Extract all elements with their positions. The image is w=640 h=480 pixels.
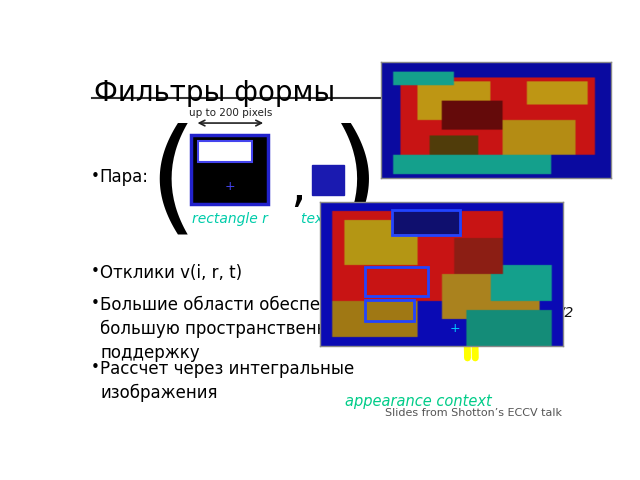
Text: Фильтры формы: Фильтры формы: [94, 79, 335, 107]
FancyBboxPatch shape: [191, 134, 268, 204]
Text: Пара:: Пара:: [99, 168, 148, 186]
Text: +: +: [224, 180, 235, 193]
FancyBboxPatch shape: [198, 141, 252, 162]
Text: up to 200 pixels: up to 200 pixels: [189, 108, 272, 118]
Text: ,: ,: [291, 163, 307, 211]
Text: appearance context: appearance context: [345, 394, 492, 409]
Text: Большие области обеспечивают
большую пространственную
поддержку: Большие области обеспечивают большую про…: [100, 296, 385, 362]
FancyBboxPatch shape: [312, 166, 344, 195]
Text: rectangle r: rectangle r: [191, 212, 268, 226]
Text: v(i₃, r, t) = a/2: v(i₃, r, t) = a/2: [476, 306, 573, 320]
Text: Рассчет через интегральные
изображения: Рассчет через интегральные изображения: [100, 360, 355, 402]
Text: v(i₁, r, t) = a: v(i₁, r, t) = a: [446, 235, 531, 250]
Text: Отклики v(i, r, t): Отклики v(i, r, t): [100, 264, 243, 282]
Text: texton t: texton t: [301, 212, 355, 226]
Text: Slides from Shotton’s ECCV talk: Slides from Shotton’s ECCV talk: [385, 408, 562, 418]
Text: (: (: [148, 122, 197, 244]
Text: •: •: [91, 169, 100, 184]
Text: •: •: [91, 296, 100, 312]
Text: •: •: [91, 264, 100, 279]
Text: ): ): [331, 122, 380, 244]
Text: v(i₂, r, t) = 0: v(i₂, r, t) = 0: [476, 288, 561, 302]
Text: +: +: [450, 322, 460, 335]
Text: •: •: [91, 360, 100, 375]
